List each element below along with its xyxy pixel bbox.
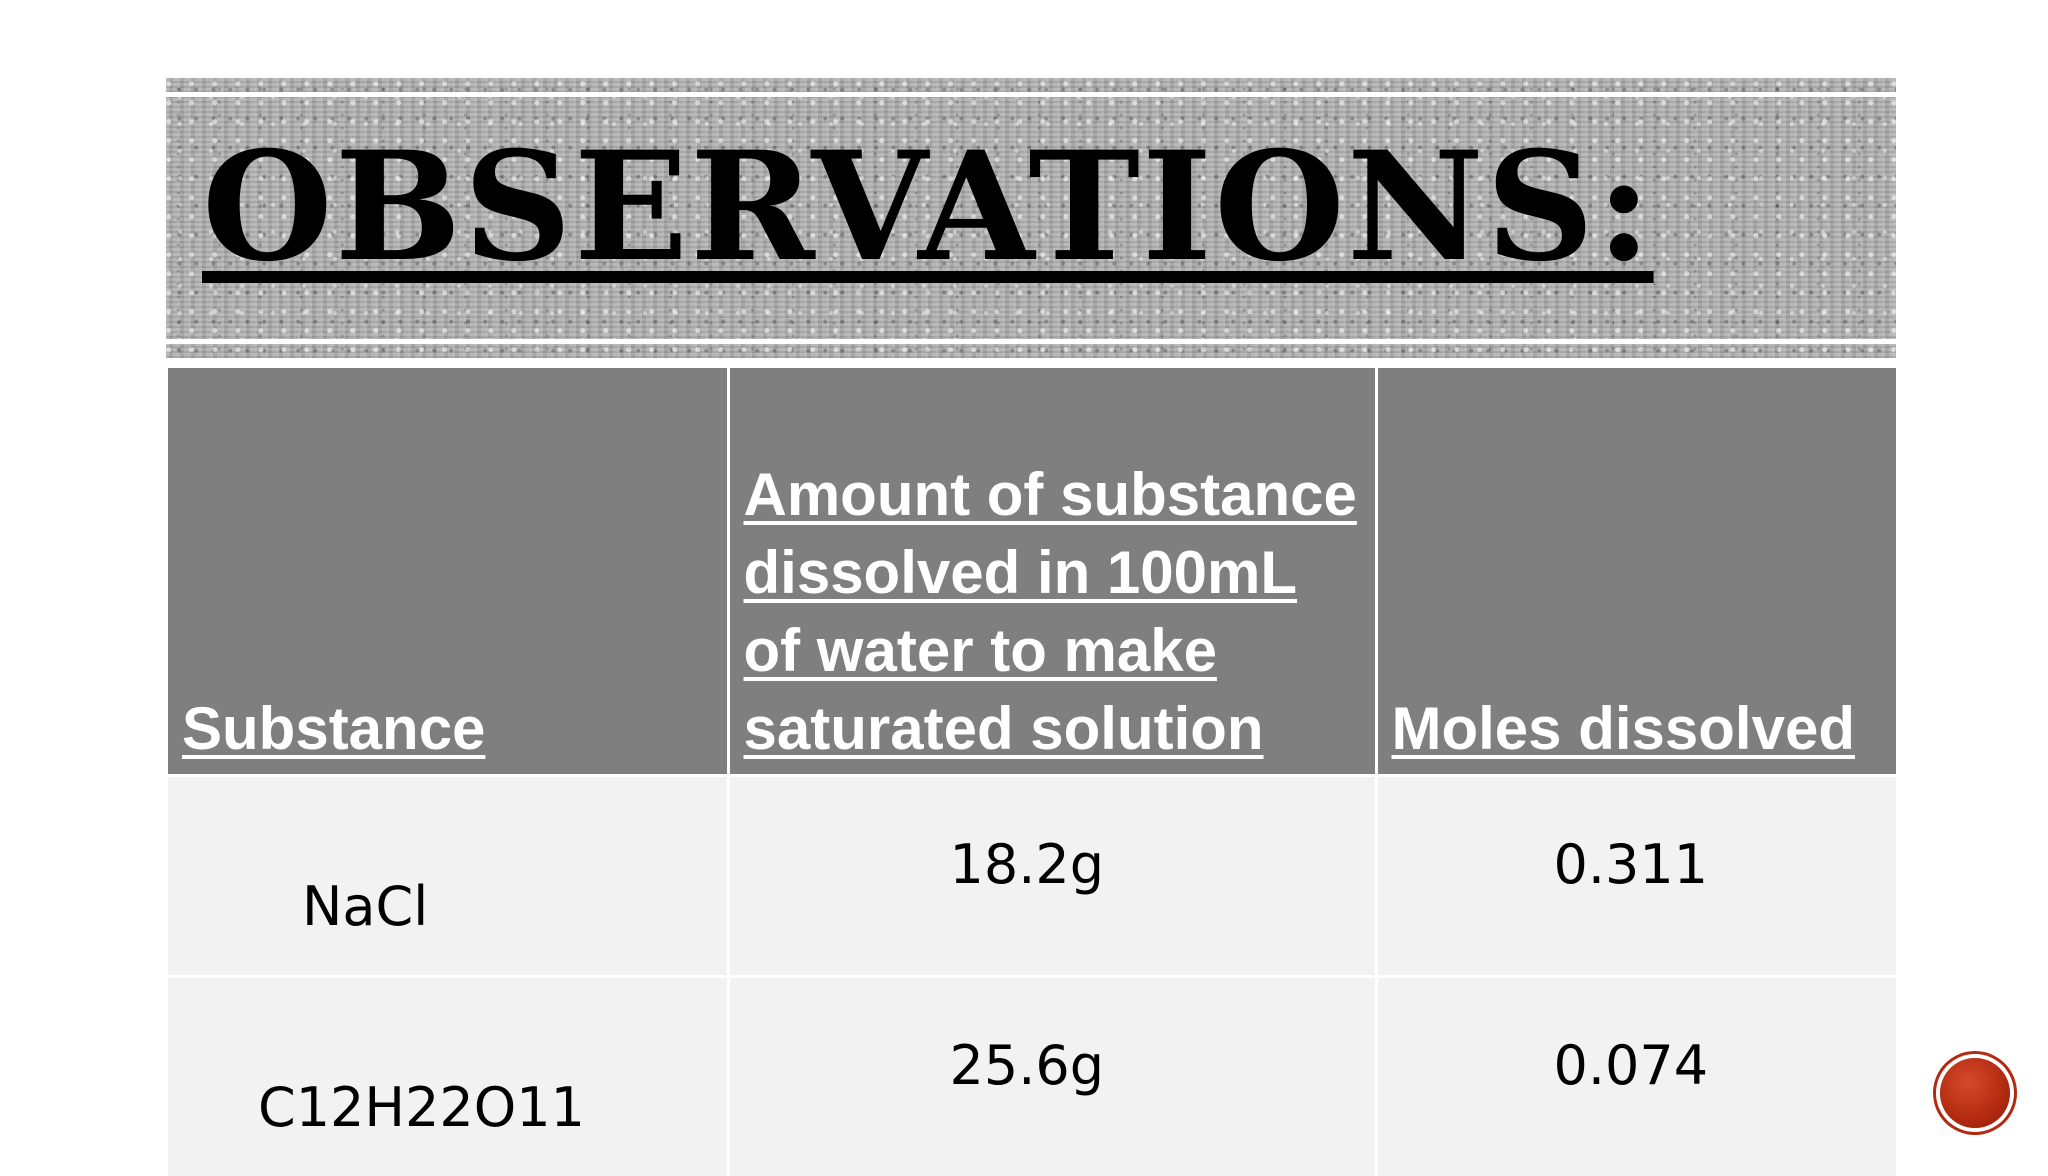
banner-top-rule	[166, 92, 1896, 97]
header-substance: Substance	[168, 368, 728, 776]
cell-moles-text: 0.311	[1554, 833, 1709, 896]
table-header-row: Substance Amount of substance dissolved …	[168, 368, 1896, 776]
cell-substance: C12H22O11	[168, 977, 728, 1176]
header-amount: Amount of substance dissolved in 100mL o…	[728, 368, 1376, 776]
cell-moles: 0.074	[1376, 977, 1896, 1176]
cell-substance: NaCl	[168, 776, 728, 977]
cell-moles: 0.311	[1376, 776, 1896, 977]
banner-bottom-rule	[166, 339, 1896, 344]
cell-moles-text: 0.074	[1554, 1034, 1709, 1097]
record-icon[interactable]	[1940, 1058, 2010, 1128]
slide-title: OBSERVATIONS:	[202, 132, 1654, 282]
header-moles: Moles dissolved	[1376, 368, 1896, 776]
cell-amount-text: 25.6g	[950, 1034, 1105, 1097]
cell-amount: 18.2g	[728, 776, 1376, 977]
title-banner: OBSERVATIONS:	[166, 78, 1896, 358]
observations-table: Substance Amount of substance dissolved …	[168, 368, 1896, 1176]
cell-amount: 25.6g	[728, 977, 1376, 1176]
table-row: NaCl 18.2g 0.311	[168, 776, 1896, 977]
cell-substance-text: NaCl	[302, 875, 428, 938]
cell-amount-text: 18.2g	[950, 833, 1105, 896]
cell-substance-text: C12H22O11	[258, 1076, 585, 1139]
table-row: C12H22O11 25.6g 0.074	[168, 977, 1896, 1176]
